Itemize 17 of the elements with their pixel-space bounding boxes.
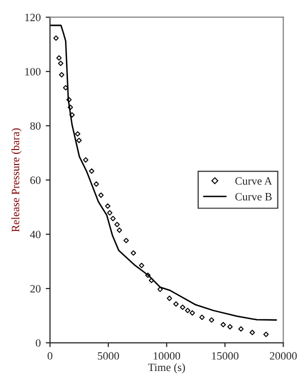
legend-label: Curve A	[235, 177, 272, 185]
x-tick-label: 10000	[154, 352, 180, 360]
y-tick-label: 120	[25, 14, 41, 22]
x-tick-label: 15000	[212, 352, 238, 360]
x-axis-title: Time (s)	[148, 363, 185, 374]
x-tick-label: 0	[48, 352, 52, 360]
legend-label: Curve B	[235, 192, 272, 200]
x-tick-label: 20000	[270, 352, 297, 360]
y-tick-label: 60	[30, 176, 41, 184]
y-tick-label: 100	[25, 68, 41, 76]
x-tick-label: 5000	[98, 352, 120, 360]
y-tick-label: 0	[36, 339, 41, 347]
line-series	[50, 24, 277, 321]
y-axis-title: Release Pressure (bara)	[11, 128, 22, 232]
y-tick-label: 80	[30, 122, 41, 130]
y-tick-label: 20	[30, 284, 41, 292]
y-tick-label: 40	[30, 230, 41, 238]
